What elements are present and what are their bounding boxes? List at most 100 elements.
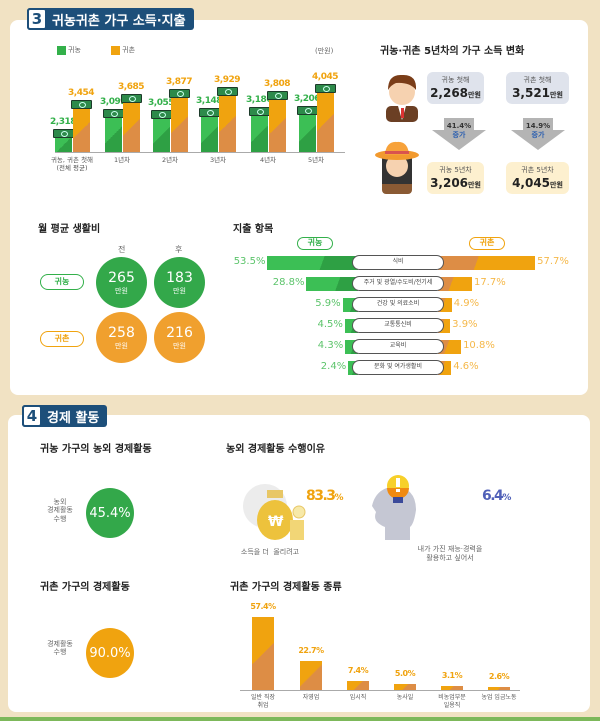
- income-bar-chart: 2,318 3,454 귀농, 귀촌 첫해 (전체 평균) 3,099 3,685 1년차…: [0, 0, 350, 190]
- x-tick-label: 2년차: [161, 156, 179, 164]
- farm-bar: [153, 119, 170, 152]
- type-bar: [300, 661, 322, 690]
- farm-first-year-box: 귀농 첫해 2,268만원: [427, 72, 484, 104]
- expense-category-label: 교통통신비: [352, 318, 444, 333]
- type-category-label: 일반 직장 취업: [251, 694, 275, 709]
- farm-expense-pct: 4.5%: [317, 319, 343, 330]
- farm-before-circle: 265 만원: [96, 257, 147, 308]
- rural-expense-pct: 10.8%: [463, 340, 495, 351]
- living-cost-title: 월 평균 생활비: [38, 224, 101, 235]
- money-icon: [249, 106, 270, 116]
- type-bar: [441, 686, 463, 690]
- legend-farm: 귀농: [57, 45, 81, 55]
- rural-first-year-box: 귀촌 첫해 3,521만원: [506, 72, 569, 104]
- expense-farm-pill: 귀농: [297, 237, 333, 250]
- rural-expense-bar: [438, 256, 536, 270]
- farm-fifth-year-box: 귀농 5년차 3,206만원: [427, 162, 484, 194]
- rural-bar: [219, 96, 236, 152]
- expense-row: 식비 53.5% 57.7%: [0, 255, 600, 271]
- section3-header: 3 귀농귀촌 가구 소득·지출: [27, 8, 194, 30]
- type-category-label: 자영업: [302, 694, 320, 701]
- down-arrow-icon: [511, 118, 565, 150]
- head-lightbulb-icon: [372, 475, 416, 540]
- type-bar: [394, 683, 416, 690]
- rural-after-circle: 216 만원: [154, 312, 205, 363]
- farm-value-label: 2,318: [50, 117, 76, 128]
- type-value-label: 5.0%: [394, 668, 416, 678]
- money-icon: [267, 90, 288, 100]
- type-category-label: 농사일: [396, 694, 414, 701]
- rural-value-label: 3,808: [264, 78, 290, 89]
- expense-row: 문화 및 여가생활비 2.4% 4.6%: [0, 360, 600, 376]
- expense-row: 교통통신비 4.5% 3.9%: [0, 318, 600, 334]
- x-tick-label: 3년차: [209, 156, 227, 164]
- farmer-woman-icon: [375, 141, 419, 194]
- rural-expense-bar: [438, 277, 472, 291]
- type-value-label: 2.6%: [488, 671, 510, 681]
- farm-bar: [55, 138, 72, 152]
- rural-value-label: 3,454: [68, 87, 94, 98]
- farm-value-label: 3,148: [196, 95, 222, 106]
- chart-baseline: [55, 152, 345, 153]
- income-change-title: 귀농·귀촌 5년차의 가구 소득 변화: [380, 46, 525, 57]
- reason-talent-value: 6.4%: [482, 488, 511, 504]
- svg-text:₩: ₩: [268, 514, 284, 530]
- type-bar: [347, 680, 369, 690]
- rural-activity-label: 경제활동 수행: [47, 640, 73, 657]
- rural-bar: [171, 97, 188, 152]
- money-icon: [315, 84, 336, 94]
- type-category-label: 농업 임금노동: [481, 694, 517, 701]
- money-icon: [297, 106, 318, 116]
- rural-expense-pct: 4.6%: [453, 361, 479, 372]
- type-category-label: 비농업부문 일용직: [438, 694, 466, 709]
- money-icon: [103, 109, 124, 119]
- farm-expense-bar: [267, 256, 358, 270]
- rural-value-label: 4,045: [312, 72, 338, 83]
- farm-expense-pct: 5.9%: [315, 298, 341, 309]
- rural-expense-pct: 17.7%: [473, 277, 506, 288]
- x-tick-label: 1년차: [113, 156, 131, 164]
- expense-row: 건강 및 의료소비 5.9% 4.9%: [0, 297, 600, 313]
- types-baseline: [240, 690, 520, 691]
- expense-category-label: 식비: [352, 255, 444, 270]
- farm-expense-pct: 2.4%: [320, 361, 347, 372]
- reason-talent-caption: 내가 가진 재능·경력을 활용하고 싶어서: [417, 545, 483, 563]
- farm-bar: [251, 115, 268, 152]
- expense-category-label: 문화 및 여가생활비: [352, 360, 444, 375]
- expense-rural-pill: 귀촌: [469, 237, 505, 250]
- type-bar: [488, 686, 510, 690]
- rural-value-label: 3,877: [166, 76, 192, 87]
- farm-expense-pct: 53.5%: [233, 256, 266, 267]
- rural-pill: 귀촌: [40, 331, 84, 347]
- rural-bar: [73, 108, 90, 152]
- rural-value-label: 3,685: [118, 81, 144, 92]
- farm-value-label: 3,186: [246, 94, 272, 105]
- farm-expense-bar: [306, 277, 358, 291]
- type-category-label: 임시직: [349, 694, 367, 701]
- rural-before-circle: 258 만원: [96, 312, 147, 363]
- money-icon: [217, 87, 238, 97]
- farm-expense-pct: 28.8%: [272, 277, 305, 288]
- section4-header: 4 경제 활동: [22, 405, 108, 427]
- rural-expense-pct: 4.9%: [453, 298, 480, 309]
- section-number: 3: [27, 8, 47, 30]
- farm-bar: [105, 118, 122, 152]
- unit-label: (만원): [315, 47, 334, 55]
- x-tick-label: 4년차: [259, 156, 277, 164]
- money-icon: [71, 99, 92, 109]
- farm-pill: 귀농: [40, 274, 84, 290]
- x-tick-label: 5년차: [307, 156, 325, 164]
- rural-expense-pct: 57.7%: [537, 256, 569, 267]
- bottom-green-band: [0, 717, 600, 721]
- rural-bar: [269, 99, 286, 152]
- rural-bar: [123, 102, 140, 152]
- farm-activity-title: 귀농 가구의 농외 경제활동: [40, 444, 152, 455]
- money-icon: [53, 129, 74, 139]
- type-value-label: 22.7%: [298, 646, 324, 656]
- farm-activity-circle: 45.4%: [86, 488, 134, 538]
- section-number: 4: [22, 405, 42, 427]
- reasons-title: 농외 경제활동 수행이유: [226, 444, 325, 455]
- type-bar: [252, 617, 274, 690]
- money-icon: [169, 88, 190, 98]
- expense-category-label: 건강 및 의료소비: [352, 297, 444, 312]
